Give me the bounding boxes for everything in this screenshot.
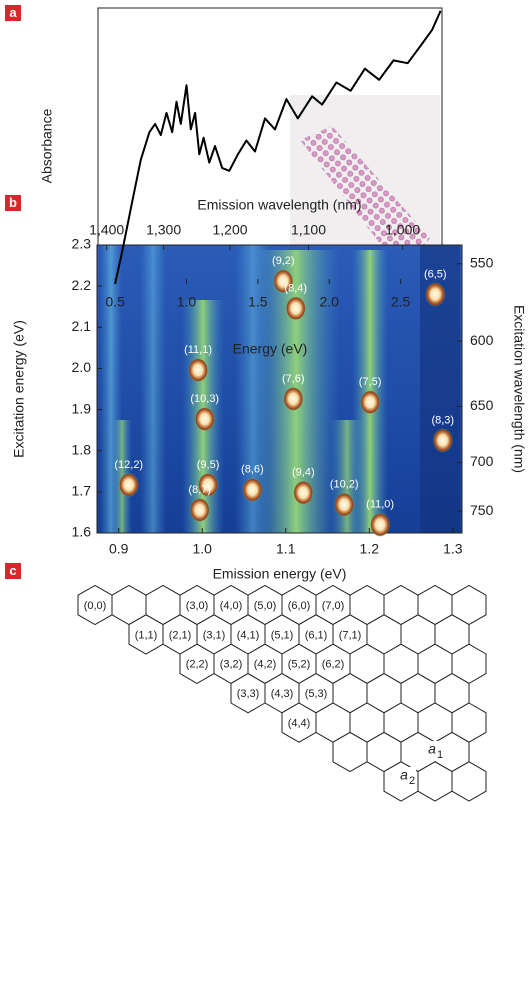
y-tick-label: 2.3	[72, 236, 92, 252]
cell-label: (5,3)	[305, 688, 328, 700]
panel-tag: c	[9, 563, 16, 578]
x-tick-label: 1.0	[177, 294, 197, 310]
cell-label: (2,2)	[186, 659, 209, 671]
cell-label: (2,1)	[169, 629, 192, 641]
x-tick-label: 1.5	[248, 294, 268, 310]
peak-label: (9,2)	[272, 255, 295, 267]
x-axis-label: Energy (eV)	[233, 341, 308, 357]
x-tick-label: 1.1	[276, 541, 296, 557]
cell-label: (6,0)	[288, 600, 311, 612]
x2-tick-label: 1,400	[89, 222, 124, 238]
cell-label: (4,2)	[254, 659, 277, 671]
y-tick-label: 2.2	[72, 277, 92, 293]
y-tick-label: 1.9	[72, 400, 92, 416]
cell-label: (5,0)	[254, 600, 277, 612]
y-axis-label: Absorbance	[39, 108, 55, 183]
peak-label: (12,2)	[114, 459, 143, 471]
peak	[195, 407, 215, 431]
x-tick-label: 1.2	[360, 541, 380, 557]
peak-label: (10,3)	[190, 393, 219, 405]
cell-label: (0,0)	[84, 600, 107, 612]
peak	[370, 513, 390, 537]
top-axis-label: Emission wavelength (nm)	[197, 197, 361, 213]
cell-label: (7,1)	[339, 629, 362, 641]
y2-axis-label: Excitation wavelength (nm)	[511, 305, 527, 473]
x2-tick-label: 1,000	[385, 222, 420, 238]
y2-tick-label: 600	[470, 332, 494, 348]
x-tick-label: 2.0	[320, 294, 340, 310]
y-tick-label: 2.0	[72, 359, 92, 375]
x-axis-label: Emission energy (eV)	[213, 566, 347, 582]
cell-label: (5,2)	[288, 659, 311, 671]
cell-label: (6,1)	[305, 629, 328, 641]
y-tick-label: 1.8	[72, 441, 92, 457]
cell-label: (4,3)	[271, 688, 294, 700]
x2-tick-label: 1,100	[291, 222, 326, 238]
peak	[283, 387, 303, 411]
peak	[433, 428, 453, 452]
x2-tick-label: 1,200	[212, 222, 247, 238]
x-tick-label: 0.5	[105, 294, 125, 310]
peak	[334, 493, 354, 517]
y-axis-label: Excitation energy (eV)	[11, 320, 27, 458]
peak-label: (8,6)	[241, 464, 264, 476]
x-tick-label: 0.9	[109, 541, 129, 557]
cell-label: (1,1)	[135, 629, 158, 641]
peak-label: (8,4)	[284, 282, 307, 294]
x2-tick-label: 1,300	[146, 222, 181, 238]
cell-label: (4,0)	[220, 600, 243, 612]
peak	[188, 358, 208, 382]
peak	[286, 296, 306, 320]
y-tick-label: 2.1	[72, 318, 92, 334]
peak	[119, 473, 139, 497]
vector-name: a	[428, 741, 436, 757]
figure: a b c 0.5 1.0 1.5 2.0 2.5 Energy (eV) Absorbance (…	[0, 0, 530, 998]
peak-label: (7,5)	[359, 376, 382, 388]
peak-label: (10,2)	[330, 479, 359, 491]
y2-tick-label: 550	[470, 254, 494, 270]
peak-label: (11,1)	[184, 344, 212, 356]
peak	[360, 390, 380, 414]
cell-label: (4,1)	[237, 629, 260, 641]
vector-name: a	[400, 767, 408, 783]
peak-label: (6,5)	[424, 268, 447, 280]
peak-label: (9,4)	[292, 467, 315, 479]
peak	[190, 498, 210, 522]
peak-label: (11,0)	[366, 499, 394, 511]
cell-label: (5,1)	[271, 629, 294, 641]
peak-label: (8,3)	[431, 414, 454, 426]
cell-label: (3,0)	[186, 600, 209, 612]
peak	[242, 478, 262, 502]
x-tick-label: 1.3	[443, 541, 463, 557]
peak-label: (8,7)	[188, 484, 211, 496]
peak-label: (7,6)	[282, 373, 305, 385]
y-tick-label: 1.7	[72, 483, 92, 499]
cell-label: (6,2)	[322, 659, 345, 671]
panel-tag: b	[9, 195, 17, 210]
y2-tick-label: 700	[470, 453, 494, 469]
y-tick-label: 1.6	[72, 524, 92, 540]
vector-index: 1	[437, 749, 443, 761]
cell-label: (3,1)	[203, 629, 226, 641]
panel-tag: a	[9, 5, 17, 20]
cell-label: (7,0)	[322, 600, 345, 612]
peak	[425, 282, 445, 306]
x-tick-label: 2.5	[391, 294, 411, 310]
peak	[293, 481, 313, 505]
cell-label: (3,3)	[237, 688, 260, 700]
y2-tick-label: 750	[470, 502, 494, 518]
cell-label: (4,4)	[288, 718, 311, 730]
cell-label: (3,2)	[220, 659, 243, 671]
y2-tick-label: 650	[470, 397, 494, 413]
vector-index: 2	[409, 775, 415, 787]
x-tick-label: 1.0	[193, 541, 213, 557]
peak-label: (9,5)	[197, 459, 220, 471]
